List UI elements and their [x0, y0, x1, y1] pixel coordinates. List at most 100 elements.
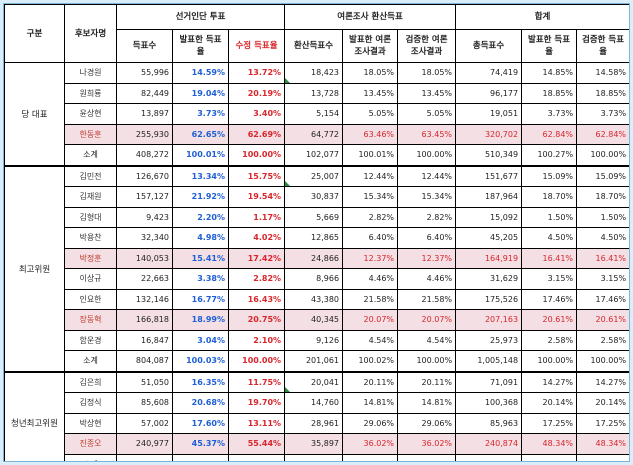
value-cell[interactable]: 20.07% — [342, 309, 399, 331]
value-cell[interactable]: 164,919 — [455, 247, 523, 269]
value-cell[interactable]: 100.01% — [342, 144, 399, 166]
value-cell[interactable]: 1.17% — [227, 206, 286, 228]
value-cell[interactable]: 30,837 — [284, 186, 344, 208]
value-cell[interactable]: 48.34% — [576, 433, 629, 455]
value-cell[interactable]: 12.44% — [397, 164, 457, 187]
value-cell[interactable]: 1.50% — [576, 206, 629, 228]
value-cell[interactable]: 4.54% — [397, 329, 457, 351]
value-cell[interactable]: 57,002 — [116, 412, 173, 434]
value-cell[interactable]: 20.14% — [521, 392, 578, 414]
value-cell[interactable]: 5.05% — [342, 103, 399, 125]
value-cell[interactable]: 21.58% — [342, 288, 399, 310]
value-cell[interactable]: 3.40% — [227, 103, 286, 125]
value-cell[interactable]: 25,007 — [284, 164, 344, 187]
value-cell[interactable]: 175,526 — [455, 288, 523, 310]
value-cell[interactable]: 6.40% — [397, 227, 457, 249]
value-cell[interactable]: 21.92% — [172, 186, 229, 208]
value-cell[interactable]: 2.82% — [342, 206, 399, 228]
value-cell[interactable]: 43,380 — [284, 288, 344, 310]
value-cell[interactable]: 21.58% — [397, 288, 457, 310]
value-cell[interactable]: 17.42% — [227, 247, 286, 269]
value-cell[interactable]: 99,659 — [284, 453, 344, 461]
value-cell[interactable]: 100.00% — [227, 350, 286, 372]
value-cell[interactable]: 100.00% — [397, 144, 457, 166]
value-cell[interactable]: 18,423 — [284, 62, 344, 84]
value-cell[interactable]: 166,818 — [116, 309, 173, 331]
value-cell[interactable]: 36.02% — [342, 433, 399, 455]
candidate-name-cell[interactable]: 소계 — [64, 144, 117, 166]
candidate-name-cell[interactable]: 김정식 — [64, 392, 117, 414]
value-cell[interactable]: 13.45% — [397, 82, 457, 104]
value-cell[interactable]: 4.46% — [397, 268, 457, 290]
value-cell[interactable]: 16.43% — [227, 288, 286, 310]
value-cell[interactable]: 3.73% — [576, 103, 629, 125]
value-cell[interactable]: 14.59% — [172, 62, 229, 84]
value-cell[interactable]: 19,051 — [455, 103, 523, 125]
value-cell[interactable]: 13.72% — [227, 62, 286, 84]
value-cell[interactable]: 201,061 — [284, 350, 344, 372]
value-cell[interactable]: 12,865 — [284, 227, 344, 249]
value-cell[interactable]: 3.15% — [576, 268, 629, 290]
value-cell[interactable]: 1,005,148 — [455, 350, 523, 372]
value-cell[interactable]: 4.50% — [576, 227, 629, 249]
value-cell[interactable]: 45.37% — [172, 433, 229, 455]
value-cell[interactable]: 35,897 — [284, 433, 344, 455]
candidate-name-cell[interactable]: 김민전 — [64, 164, 117, 187]
value-cell[interactable]: 100.00% — [397, 350, 457, 372]
value-cell[interactable]: 4.50% — [521, 227, 578, 249]
candidate-name-cell[interactable]: 함운경 — [64, 329, 117, 351]
candidate-name-cell[interactable]: 김형대 — [64, 206, 117, 228]
value-cell[interactable]: 85,963 — [455, 412, 523, 434]
value-cell[interactable]: 11.75% — [227, 370, 286, 393]
value-cell[interactable]: 157,127 — [116, 186, 173, 208]
value-cell[interactable]: 15.34% — [342, 186, 399, 208]
value-cell[interactable]: 4.54% — [342, 329, 399, 351]
value-cell[interactable]: 29.06% — [342, 412, 399, 434]
value-cell[interactable]: 15.09% — [521, 164, 578, 187]
value-cell[interactable]: 24,866 — [284, 247, 344, 269]
value-cell[interactable]: 100.02% — [342, 350, 399, 372]
value-cell[interactable]: 2.10% — [227, 329, 286, 351]
value-cell[interactable]: 96,177 — [455, 82, 523, 104]
candidate-name-cell[interactable]: 김재원 — [64, 186, 117, 208]
value-cell[interactable]: 255,930 — [116, 123, 173, 145]
value-cell[interactable]: 36.02% — [397, 433, 457, 455]
value-cell[interactable]: 48.34% — [521, 433, 578, 455]
value-cell[interactable]: 151,677 — [455, 164, 523, 187]
value-cell[interactable]: 100.27% — [521, 144, 578, 166]
value-cell[interactable]: 71,091 — [455, 370, 523, 393]
value-cell[interactable]: 13.45% — [342, 82, 399, 104]
value-cell[interactable]: 2.82% — [227, 268, 286, 290]
value-cell[interactable]: 2.58% — [576, 329, 629, 351]
value-cell[interactable]: 19.04% — [172, 82, 229, 104]
value-cell[interactable]: 74,419 — [455, 62, 523, 84]
value-cell[interactable]: 62.65% — [172, 123, 229, 145]
value-cell[interactable]: 13.34% — [172, 164, 229, 187]
value-cell[interactable]: 16,847 — [116, 329, 173, 351]
value-cell[interactable]: 14.81% — [342, 392, 399, 414]
value-cell[interactable]: 32,340 — [116, 227, 173, 249]
value-cell[interactable]: 2.58% — [521, 329, 578, 351]
value-cell[interactable]: 20.14% — [576, 392, 629, 414]
value-cell[interactable]: 16.77% — [172, 288, 229, 310]
value-cell[interactable]: 100.00% — [576, 144, 629, 166]
value-cell[interactable]: 20.07% — [397, 309, 457, 331]
value-cell[interactable]: 28,961 — [284, 412, 344, 434]
value-cell[interactable]: 22,663 — [116, 268, 173, 290]
value-cell[interactable]: 51,050 — [116, 370, 173, 393]
value-cell[interactable]: 18.70% — [576, 186, 629, 208]
value-cell[interactable]: 15,092 — [455, 206, 523, 228]
value-cell[interactable]: 434,637 — [116, 453, 173, 461]
candidate-name-cell[interactable]: 장동혁 — [64, 309, 117, 331]
value-cell[interactable]: 240,874 — [455, 433, 523, 455]
value-cell[interactable]: 9,126 — [284, 329, 344, 351]
value-cell[interactable]: 14.85% — [521, 62, 578, 84]
value-cell[interactable]: 20.61% — [576, 309, 629, 331]
value-cell[interactable]: 16.41% — [576, 247, 629, 269]
value-cell[interactable]: 14.58% — [576, 62, 629, 84]
value-cell[interactable]: 8,966 — [284, 268, 344, 290]
value-cell[interactable]: 3.73% — [172, 103, 229, 125]
value-cell[interactable]: 31,629 — [455, 268, 523, 290]
value-cell[interactable]: 6.40% — [342, 227, 399, 249]
value-cell[interactable]: 40,345 — [284, 309, 344, 331]
